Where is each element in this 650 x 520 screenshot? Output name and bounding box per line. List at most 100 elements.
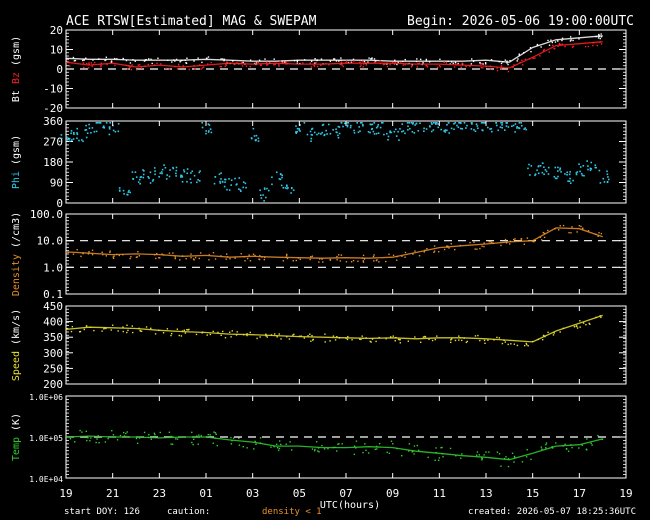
density-point (563, 225, 564, 226)
phi-point (205, 130, 207, 132)
density-point (190, 253, 191, 254)
temp-point (488, 451, 489, 452)
phi-point (279, 178, 281, 180)
phi-point (590, 162, 592, 164)
phi-point (328, 124, 330, 126)
phi-point (133, 178, 135, 180)
bt-point (148, 58, 149, 59)
phi-point (109, 127, 111, 129)
phi-point (380, 127, 382, 129)
bz-point (258, 62, 259, 63)
speed-point (299, 336, 300, 337)
speed-point (599, 315, 600, 316)
phi-point (238, 177, 240, 179)
temp-point (216, 434, 217, 435)
phi-point (344, 123, 346, 125)
speed-point (400, 342, 401, 343)
density-point (179, 259, 180, 260)
phi-point (136, 176, 138, 178)
speed-point (286, 336, 287, 337)
phi-point (326, 133, 328, 135)
x-tick-label: 15 (526, 487, 539, 500)
density-point (234, 258, 235, 259)
temp-point (314, 450, 315, 451)
phi-point (139, 183, 141, 185)
phi-point (500, 122, 502, 124)
phi-point (175, 170, 177, 172)
temp-point (500, 465, 501, 466)
phi-point (172, 167, 174, 169)
y-label-part: (K) (11, 413, 22, 437)
density-point (588, 230, 589, 231)
density-point (540, 237, 541, 238)
begin-time: Begin: 2026-05-06 19:00:00UTC (407, 14, 634, 29)
bt-point (157, 58, 158, 59)
phi-point (304, 122, 306, 124)
temp-point (209, 434, 210, 435)
phi-point (495, 122, 497, 124)
phi-point (350, 127, 352, 129)
density-point (215, 258, 216, 259)
y-tick-label: 300 (43, 347, 63, 360)
bt-point (426, 60, 427, 61)
phi-point (407, 122, 409, 124)
bt-point (501, 63, 502, 64)
temp-point (98, 435, 99, 436)
density-point (321, 258, 322, 259)
speed-point (493, 339, 494, 340)
temp-point (376, 446, 377, 447)
bz-point (549, 51, 550, 52)
bz-point (384, 64, 385, 65)
bz-point (194, 68, 195, 69)
speed-point (126, 325, 127, 326)
phi-point (504, 129, 506, 131)
bz-point (225, 63, 226, 64)
temp-point (96, 438, 97, 439)
density-point (558, 229, 559, 230)
density-point (195, 257, 196, 258)
phi-point (569, 174, 571, 176)
phi-point (214, 183, 216, 185)
phi-point (175, 173, 177, 175)
temp-point (541, 446, 542, 447)
bt-point (557, 40, 558, 41)
speed-point (181, 335, 182, 336)
phi-point (536, 169, 538, 171)
phi-point (161, 171, 163, 173)
speed-point (127, 330, 128, 331)
speed-point (310, 341, 311, 342)
bt-point (371, 57, 372, 58)
phi-point (542, 172, 544, 174)
temp-point (255, 444, 256, 445)
temp-point (277, 447, 278, 448)
density-point (388, 254, 389, 255)
density-point (73, 253, 74, 254)
bz-point (417, 63, 418, 64)
phi-point (230, 184, 232, 186)
bz-point (481, 67, 482, 68)
bz-point (148, 64, 149, 65)
temp-point (508, 466, 509, 467)
y-tick-label: 360 (43, 115, 63, 128)
bz-point (129, 65, 130, 66)
phi-point (342, 126, 344, 128)
phi-point (513, 125, 515, 127)
speed-point (458, 335, 459, 336)
phi-point (262, 194, 264, 196)
temp-point (439, 457, 440, 458)
phi-point (460, 122, 462, 124)
phi-point (396, 135, 398, 137)
phi-point (86, 129, 88, 131)
phi-point (140, 176, 142, 178)
phi-point (290, 192, 292, 194)
phi-point (564, 173, 566, 175)
temp-point (90, 437, 91, 438)
speed-point (271, 334, 272, 335)
y-tick-label: 350 (43, 331, 63, 344)
speed-point (196, 334, 197, 335)
bz-point (562, 44, 563, 45)
temp-point (239, 444, 240, 445)
bz-point (114, 65, 115, 66)
temp-point (260, 437, 261, 438)
speed-point (138, 328, 139, 329)
